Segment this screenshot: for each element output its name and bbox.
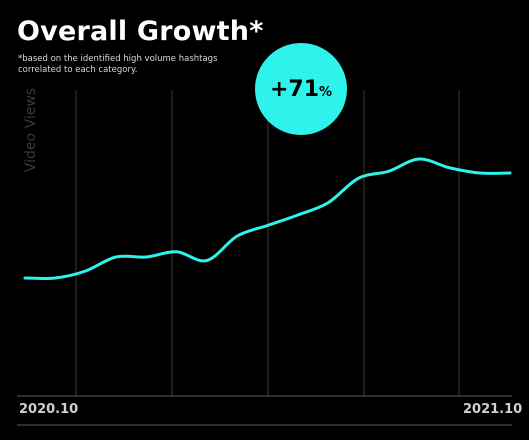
growth-value: +71 [269, 76, 320, 102]
growth-badge: +71% [255, 43, 347, 135]
chart-title: Overall Growth* [17, 16, 264, 47]
series-line-video-views [23, 157, 512, 281]
footnote: *based on the identified high volume has… [18, 54, 218, 75]
x-tick-label-start: 2020.10 [19, 402, 79, 417]
growth-unit: % [319, 85, 333, 100]
x-tick-label-end: 2021.10 [463, 402, 523, 417]
